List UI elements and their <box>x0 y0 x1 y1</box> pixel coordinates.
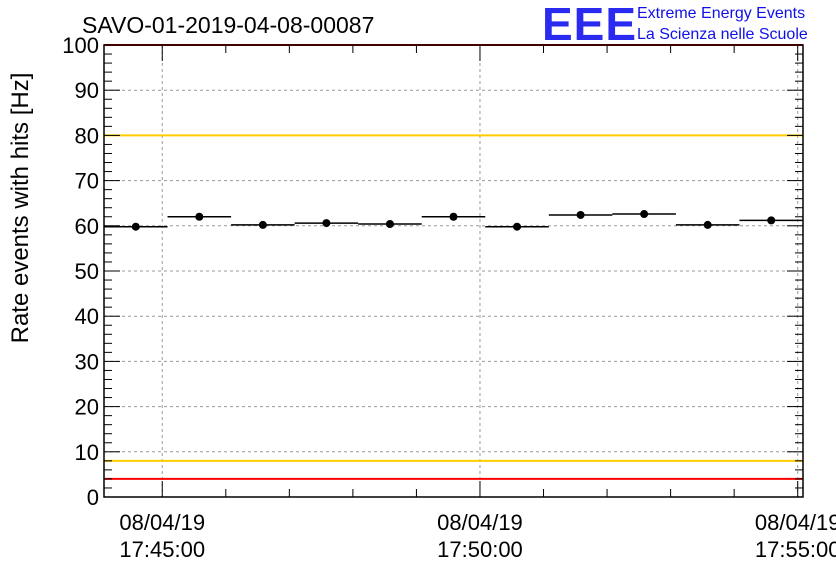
y-tick-label: 70 <box>75 169 99 194</box>
data-point <box>449 212 458 221</box>
data-point <box>513 222 522 231</box>
y-tick-label: 60 <box>75 214 99 239</box>
reference-lines <box>104 44 803 480</box>
axes <box>103 44 804 498</box>
y-tick-label: 10 <box>75 440 99 465</box>
y-tick-label: 80 <box>75 123 99 148</box>
x-tick-date: 08/04/19 <box>437 510 523 535</box>
grid-layer <box>104 45 803 497</box>
y-tick-label: 50 <box>75 259 99 284</box>
data-point <box>640 210 649 219</box>
y-axis-title: Rate events with hits [Hz] <box>7 73 34 344</box>
y-tick-label: 90 <box>75 78 99 103</box>
y-tick-label: 100 <box>62 33 99 58</box>
x-tick-time: 17:55:00 <box>755 537 836 562</box>
plot-frame <box>103 44 804 498</box>
y-tick-label: 0 <box>87 485 99 510</box>
y-tick-label: 30 <box>75 349 99 374</box>
data-points <box>104 210 803 231</box>
logo-letters: EEE <box>542 0 637 50</box>
x-tick-date: 08/04/19 <box>755 510 836 535</box>
data-point <box>576 210 585 219</box>
data-point <box>195 212 204 221</box>
tick-labels: 010203040506070809010008/04/1917:45:0008… <box>62 33 836 562</box>
x-tick-date: 08/04/19 <box>119 510 205 535</box>
x-tick-time: 17:50:00 <box>437 537 523 562</box>
data-point <box>131 222 140 231</box>
data-point <box>385 219 394 228</box>
x-tick-time: 17:45:00 <box>119 537 205 562</box>
eee-logo: EEE Extreme Energy Events La Scienza nel… <box>542 0 808 50</box>
data-point <box>258 220 267 229</box>
data-point <box>322 219 331 228</box>
logo-line-2: La Scienza nelle Scuole <box>637 26 808 43</box>
data-point <box>703 220 712 229</box>
y-tick-label: 20 <box>75 395 99 420</box>
data-point <box>767 216 776 225</box>
chart-title: SAVO-01-2019-04-08-00087 <box>82 12 374 38</box>
y-tick-label: 40 <box>75 304 99 329</box>
logo-line-1: Extreme Energy Events <box>637 5 805 22</box>
